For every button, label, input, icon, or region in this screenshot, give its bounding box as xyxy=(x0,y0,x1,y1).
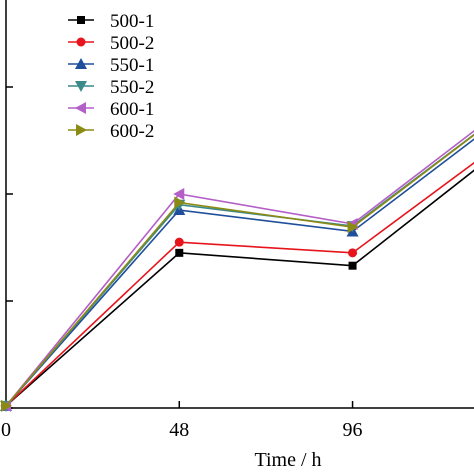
legend-item: 500-1 xyxy=(68,11,154,32)
legend-label: 550-1 xyxy=(110,55,154,76)
legend-marker xyxy=(77,16,85,24)
x-axis-title: Time / h xyxy=(254,449,321,471)
chart-ticks: 0 48 96 xyxy=(1,86,363,441)
chart-series xyxy=(0,129,474,412)
chart-axes xyxy=(5,0,474,409)
legend-marker xyxy=(76,37,86,47)
legend-label: 550-2 xyxy=(110,77,154,98)
x-tick-label: 0 xyxy=(1,419,11,441)
series-line xyxy=(5,129,474,407)
legend-label: 600-1 xyxy=(110,99,154,120)
legend-item: 600-2 xyxy=(68,121,154,142)
series-line xyxy=(5,133,474,407)
data-point xyxy=(348,248,358,258)
legend-label: 500-1 xyxy=(110,11,154,32)
legend-marker xyxy=(75,102,86,114)
data-point xyxy=(348,261,357,270)
data-point xyxy=(1,399,12,412)
legend-label: 500-2 xyxy=(110,33,154,54)
x-tick-label: 48 xyxy=(169,419,189,441)
legend-marker xyxy=(75,58,87,69)
series-600-1 xyxy=(0,129,474,412)
legend-item: 550-2 xyxy=(68,77,154,98)
series-500-2 xyxy=(1,161,474,411)
series-600-2 xyxy=(1,133,474,412)
legend-label: 600-2 xyxy=(110,121,154,142)
legend-item: 600-1 xyxy=(68,99,154,120)
legend-item: 500-2 xyxy=(68,33,154,54)
data-point xyxy=(174,237,184,247)
legend-item: 550-1 xyxy=(68,55,154,76)
legend-marker xyxy=(76,124,87,136)
data-point xyxy=(347,221,359,234)
series-line xyxy=(5,169,474,407)
data-point xyxy=(175,248,184,257)
legend-marker xyxy=(75,81,87,92)
series-line xyxy=(5,133,474,407)
series-500-1 xyxy=(2,169,474,410)
x-tick-label: 96 xyxy=(343,419,363,441)
data-point xyxy=(174,196,186,209)
series-550-2 xyxy=(0,133,474,412)
series-550-1 xyxy=(0,138,474,411)
data-point xyxy=(173,188,185,200)
series-line xyxy=(5,138,474,407)
series-line xyxy=(5,161,474,407)
